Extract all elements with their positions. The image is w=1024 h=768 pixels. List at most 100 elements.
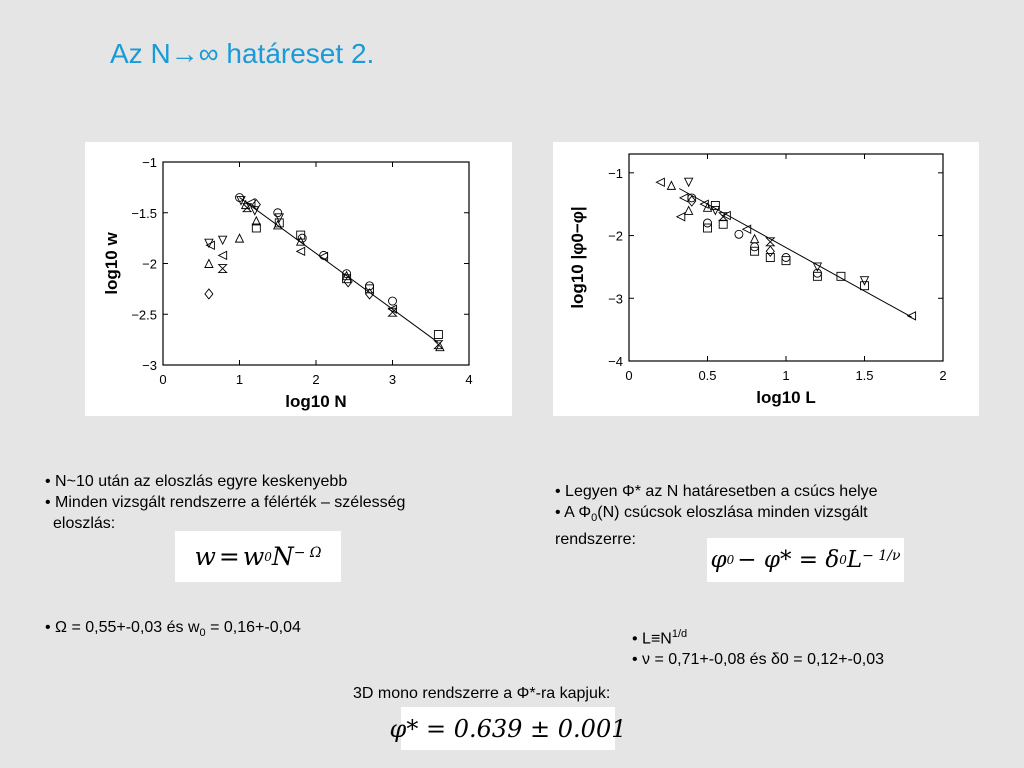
data-point <box>687 195 697 207</box>
data-point <box>387 307 398 317</box>
data-point <box>721 210 731 221</box>
right-note-1-prefix: • L≡N <box>632 630 672 648</box>
formula-phi-star-value: φ* = 0.639 ± 0.001 <box>390 707 626 750</box>
left-result: • Ω = 0,55+-0,03 és w0 = 0,16+-0,04 <box>45 617 301 644</box>
data-point <box>433 330 443 340</box>
data-point <box>675 211 686 222</box>
right-bullet-2-prefix: • A Φ <box>555 504 592 521</box>
formula-w-w: w <box>242 542 265 571</box>
x-tick-label: 2 <box>312 372 319 387</box>
left-bullet-list: • N~10 után az eloszlás egyre keskenyebb… <box>45 471 405 534</box>
data-point <box>666 180 677 190</box>
formula-w-lhs: w <box>194 542 216 571</box>
data-point <box>217 264 228 274</box>
data-point <box>703 218 712 228</box>
formula-w-sub0: 0 <box>264 549 272 564</box>
data-point <box>341 270 352 281</box>
data-point <box>204 258 214 268</box>
right-note-1-sup: 1/d <box>671 628 688 640</box>
data-point <box>683 177 694 188</box>
formula-w-n: N <box>271 542 294 571</box>
right-notes: • L≡N1/d • ν = 0,71+-0,08 és δ0 = 0,12+-… <box>632 624 884 670</box>
data-point <box>718 219 728 229</box>
plot-right-svg: 0 0.5 1 1.5 2 −1 −2 −3 −4 log10 L log10 |φ0−φ| <box>568 153 947 407</box>
right-bullet-2-suffix: (N) csúcsok eloszlása minden vizsgált <box>597 504 868 521</box>
fit-line <box>239 197 439 344</box>
data-point <box>295 236 306 246</box>
y-tick-label: −1 <box>608 166 623 181</box>
slide-title: Az N→∞ határeset 2. <box>110 38 375 69</box>
data-point <box>678 193 689 203</box>
y-tick-label: −4 <box>608 354 623 369</box>
plot-frame <box>628 153 944 362</box>
data-point <box>343 276 353 288</box>
data-point <box>251 215 262 226</box>
data-point <box>242 203 253 213</box>
right-bullet-2: • A Φ0(N) csúcsok eloszlása minden vizsg… <box>555 502 878 529</box>
x-tick-label: 1 <box>782 368 789 383</box>
data-point <box>836 271 846 281</box>
data-point <box>387 304 397 314</box>
y-tick-label: −1.5 <box>131 206 157 221</box>
right-bullet-3: rendszerre: <box>555 531 636 549</box>
plot-left-svg: 0 1 2 3 4 −1 −1.5 −2 −2.5 −3 log10 N log10 w <box>102 155 473 411</box>
data-point <box>683 205 694 215</box>
y-tick-label: −3 <box>142 358 157 373</box>
formula-phi-l: L <box>846 547 863 573</box>
data-point <box>906 311 917 321</box>
data-point <box>234 233 245 243</box>
data-point <box>765 245 775 257</box>
data-point <box>687 193 697 203</box>
formula-phi-exponent: − 1/ν <box>862 548 901 564</box>
data-point <box>251 223 261 233</box>
fit-line <box>678 188 912 318</box>
data-point <box>245 197 256 208</box>
data-point <box>859 276 870 286</box>
right-note-1: • L≡N1/d <box>632 624 884 649</box>
x-tick-label: 2 <box>939 368 946 383</box>
data-point <box>433 340 444 350</box>
formula-w-exponent: − Ω <box>293 544 322 561</box>
left-result-sub: 0 <box>199 627 206 640</box>
data-point <box>342 274 352 284</box>
x-tick-label: 0 <box>625 368 632 383</box>
y-tick-label: −1 <box>142 155 157 170</box>
bottom-caption: 3D mono rendszerre a Φ*-ra kapjuk: <box>353 685 611 702</box>
data-point <box>274 213 285 223</box>
data-point <box>235 193 244 202</box>
data-point <box>274 218 284 228</box>
x-axis-label: log10 L <box>756 388 816 407</box>
left-bullet-1: • N~10 után az eloszlás egyre keskenyebb <box>45 473 348 490</box>
data-point <box>297 233 307 243</box>
y-tick-label: −2 <box>608 229 623 244</box>
y-tick-label: −2 <box>142 257 157 272</box>
plot-log-phi-vs-log-l: 0 0.5 1 1.5 2 −1 −2 −3 −4 log10 L log10 |φ0−φ| <box>553 142 979 416</box>
data-point <box>812 271 822 281</box>
data-point <box>860 281 869 291</box>
left-bullet-3: eloszlás: <box>53 515 116 532</box>
data-point <box>318 251 329 262</box>
formula-phi-phi: φ <box>710 547 727 573</box>
data-point <box>273 208 283 218</box>
formula-phi-sub0: 0 <box>726 553 735 567</box>
data-point <box>364 288 375 300</box>
data-point <box>781 256 791 266</box>
plot-log-w-vs-log-n: 0 1 2 3 4 −1 −1.5 −2 −2.5 −3 log10 N log10 w <box>85 142 512 416</box>
y-axis-label: log10 |φ0−φ| <box>568 206 587 308</box>
data-point <box>765 253 775 262</box>
data-point <box>342 269 352 279</box>
data-point <box>205 240 215 250</box>
data-point <box>217 235 228 246</box>
formula-w-eq: = <box>218 542 240 571</box>
right-bullet-list: • Legyen Φ* az N határesetben a csúcs he… <box>555 481 878 550</box>
x-tick-label: 0 <box>159 372 166 387</box>
data-point <box>236 196 246 206</box>
data-point <box>734 229 744 239</box>
x-tick-label: 1.5 <box>855 368 873 383</box>
data-point <box>295 246 306 257</box>
data-point <box>365 284 374 294</box>
right-bullet-1: • Legyen Φ* az N határesetben a csúcs he… <box>555 483 878 500</box>
x-tick-label: 0.5 <box>698 368 716 383</box>
